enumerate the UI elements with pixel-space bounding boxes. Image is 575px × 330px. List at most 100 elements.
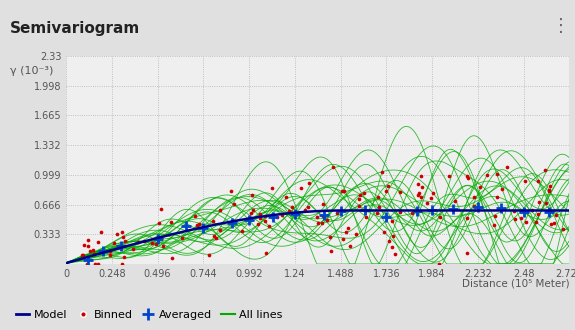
Point xyxy=(287,204,296,209)
Point xyxy=(140,239,149,244)
Point xyxy=(296,185,305,190)
Text: Semivariogram: Semivariogram xyxy=(10,21,141,36)
Point xyxy=(534,178,543,183)
Point xyxy=(212,235,221,240)
Point xyxy=(204,252,213,258)
Point xyxy=(545,210,554,215)
Point xyxy=(428,190,438,196)
Point xyxy=(318,221,327,226)
Point xyxy=(516,215,526,220)
Point xyxy=(290,212,300,217)
Point xyxy=(492,195,501,200)
Point xyxy=(209,218,218,223)
Point xyxy=(470,195,479,200)
Point xyxy=(120,239,129,244)
Point xyxy=(109,240,118,245)
Point xyxy=(167,219,176,225)
Point xyxy=(177,236,186,241)
Point xyxy=(341,229,350,235)
Point xyxy=(396,210,405,215)
Point xyxy=(434,261,443,267)
Point xyxy=(544,187,553,192)
Point xyxy=(267,186,276,191)
Point xyxy=(133,240,143,245)
Point xyxy=(83,243,93,248)
Point xyxy=(199,225,208,231)
Point xyxy=(96,229,105,234)
Point xyxy=(117,261,126,267)
Point xyxy=(547,221,556,227)
Point xyxy=(318,201,327,207)
Point xyxy=(119,255,128,260)
Point xyxy=(558,226,568,232)
Point xyxy=(490,223,499,228)
Point xyxy=(154,220,163,226)
Point xyxy=(413,182,423,187)
Point xyxy=(510,217,519,222)
Point xyxy=(313,214,322,219)
Point xyxy=(336,208,345,214)
Point xyxy=(117,243,126,248)
Point xyxy=(320,212,329,217)
Point xyxy=(264,224,274,229)
Point xyxy=(344,226,353,231)
Point xyxy=(93,261,102,267)
Point xyxy=(545,183,554,188)
Point xyxy=(237,228,246,234)
Point xyxy=(153,236,162,241)
Point xyxy=(89,252,98,257)
Point xyxy=(345,243,354,248)
Point xyxy=(209,233,218,239)
Point xyxy=(435,215,444,220)
Point xyxy=(534,199,543,205)
Point xyxy=(450,198,459,204)
Point xyxy=(528,208,537,213)
Point xyxy=(520,179,530,184)
Point xyxy=(91,261,100,267)
Point xyxy=(387,244,396,249)
Point xyxy=(151,242,160,247)
Point xyxy=(522,219,531,224)
Point xyxy=(444,173,453,178)
Point xyxy=(230,202,239,207)
Point xyxy=(256,215,265,220)
Point xyxy=(156,236,165,241)
Point xyxy=(497,206,506,211)
Point xyxy=(463,215,472,220)
Point xyxy=(412,208,421,214)
Point xyxy=(86,248,95,253)
Legend: Model, Binned, Averaged, All lines: Model, Binned, Averaged, All lines xyxy=(12,306,287,324)
Point xyxy=(362,215,371,220)
Point xyxy=(391,251,400,256)
Point xyxy=(255,212,264,217)
Point xyxy=(84,238,93,243)
Point xyxy=(351,232,361,237)
Point xyxy=(89,247,98,252)
Point xyxy=(374,204,383,210)
Point xyxy=(491,214,500,219)
Point xyxy=(268,214,277,220)
Point xyxy=(248,193,257,198)
Point xyxy=(285,209,294,214)
Point xyxy=(388,218,397,223)
Point xyxy=(215,228,224,233)
Text: ⋮: ⋮ xyxy=(551,16,570,35)
Point xyxy=(80,243,89,248)
Point xyxy=(519,210,528,215)
Point xyxy=(272,214,281,219)
Point xyxy=(379,229,388,234)
Point xyxy=(332,210,342,215)
Point xyxy=(372,210,381,215)
Point xyxy=(106,249,115,254)
Point xyxy=(113,231,122,237)
Point xyxy=(246,211,255,216)
Point xyxy=(427,208,436,213)
Point xyxy=(328,164,337,170)
Point xyxy=(326,248,335,253)
Point xyxy=(158,243,167,248)
Point xyxy=(482,172,492,178)
Point xyxy=(545,188,554,194)
Point xyxy=(248,207,258,213)
Point xyxy=(338,236,347,241)
Point xyxy=(253,221,262,227)
